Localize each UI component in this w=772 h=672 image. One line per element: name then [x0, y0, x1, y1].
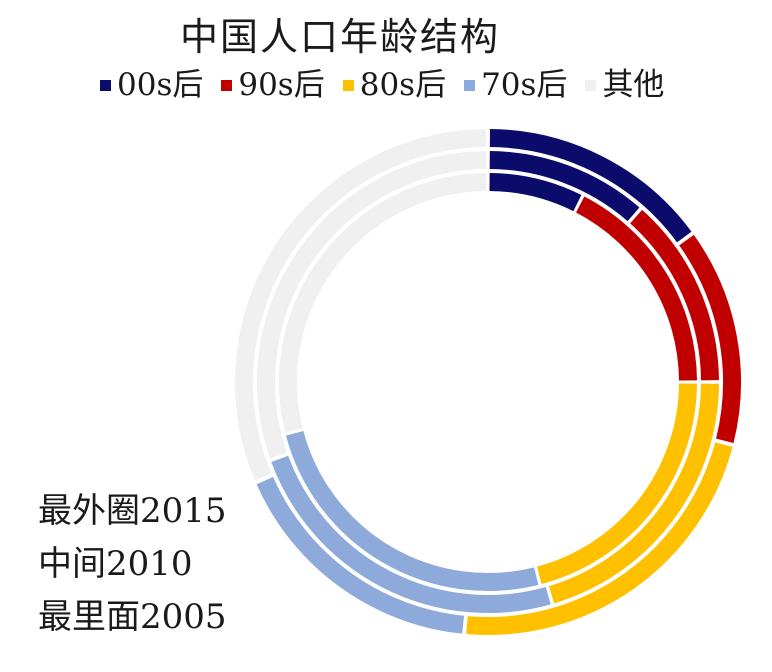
- legend-item-70s: 70s后: [464, 70, 567, 101]
- note-inner-ring: 最里面2005: [38, 597, 227, 637]
- legend-item-00s: 00s后: [100, 70, 203, 101]
- ring-2-segment-4: [235, 129, 487, 481]
- legend-label-70s: 70s后: [481, 67, 568, 103]
- legend-label-90s: 90s后: [238, 67, 325, 103]
- ring-0-segment-4: [279, 173, 487, 433]
- ring-2-segment-2: [466, 442, 733, 635]
- ring-1-segment-0: [489, 151, 640, 222]
- ring-2-segment-3: [256, 477, 465, 634]
- legend-item-other: 其他: [585, 70, 664, 101]
- legend-swatch-90s: [221, 80, 233, 91]
- legend-label-80s: 80s后: [359, 67, 447, 103]
- legend-label-00s: 00s后: [117, 67, 204, 103]
- legend-swatch-other: [585, 80, 597, 91]
- legend-item-90s: 90s后: [221, 67, 325, 103]
- legend-label-other: 其他: [602, 67, 665, 103]
- legend-swatch-70s: [464, 80, 476, 91]
- ring-2-segment-1: [679, 234, 741, 443]
- ring-0-segment-0: [489, 173, 582, 212]
- ring-0-segment-2: [536, 383, 697, 585]
- ring-2-segment-0: [489, 129, 692, 243]
- ring-1-segment-1: [630, 209, 719, 381]
- legend-swatch-80s: [342, 80, 354, 91]
- chart-title: 中国人口年龄结构: [180, 15, 501, 59]
- ring-notes: 最外圈2015 中间2010 最里面2005: [38, 485, 227, 644]
- ring-1-segment-4: [257, 151, 487, 459]
- note-middle-ring: 中间2010: [38, 544, 193, 584]
- note-outer-ring: 最外圈2015: [38, 491, 227, 531]
- ring-0-segment-1: [576, 196, 697, 381]
- legend: 00s后 90s后 80s后 70s后 其他: [100, 70, 664, 101]
- ring-1-segment-2: [549, 383, 719, 604]
- ring-1-segment-3: [271, 455, 551, 613]
- ring-0-segment-3: [285, 430, 539, 591]
- legend-swatch-00s: [100, 80, 111, 91]
- legend-item-80s: 80s后: [342, 67, 447, 103]
